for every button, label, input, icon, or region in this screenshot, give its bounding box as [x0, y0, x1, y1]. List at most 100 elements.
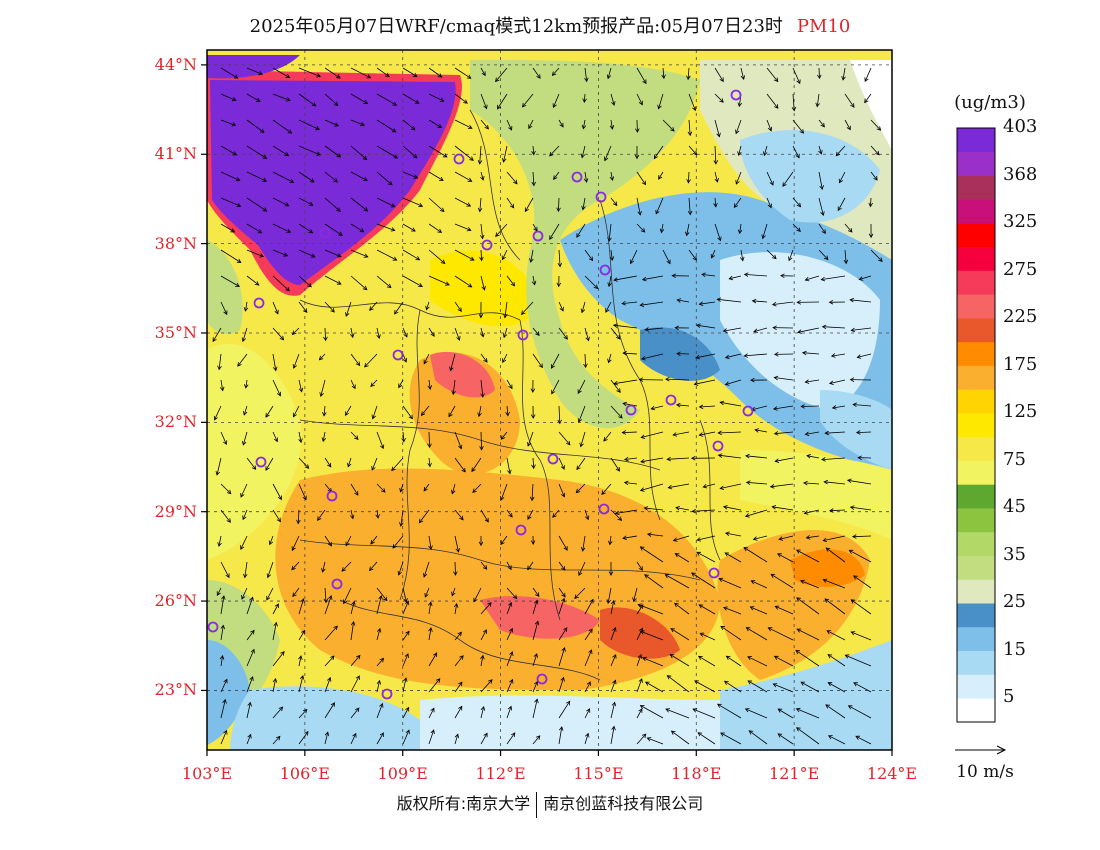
- wind-vector-head: [549, 235, 554, 241]
- wind-vector: [428, 431, 430, 448]
- wind-vector-head: [641, 276, 647, 282]
- wind-vector: [576, 223, 586, 238]
- wind-vector-head: [796, 79, 801, 85]
- wind-vector-head: [646, 532, 652, 537]
- wind-vector: [272, 93, 291, 101]
- wind-vector: [376, 197, 395, 208]
- wind-vector-head: [336, 153, 342, 158]
- wind-vector: [265, 405, 274, 418]
- wind-vector-head: [403, 598, 408, 603]
- wind-vector: [584, 681, 591, 693]
- wind-vector-head: [430, 729, 435, 735]
- station-marker: [708, 567, 720, 579]
- wind-vector-head: [236, 202, 242, 208]
- wind-vector: [272, 197, 289, 207]
- wind-vector-head: [363, 207, 369, 212]
- wind-vector: [775, 605, 794, 615]
- station-marker: [742, 405, 754, 417]
- station-marker: [532, 230, 544, 242]
- wind-vector-head: [744, 513, 750, 518]
- wind-vector-head: [674, 325, 679, 331]
- green-belt-north: [470, 60, 700, 429]
- wind-vector-head: [575, 488, 581, 494]
- wind-vector-head: [701, 272, 706, 278]
- wind-vector-head: [622, 401, 628, 407]
- wind-vector: [695, 353, 716, 359]
- wind-vector-head: [690, 456, 696, 461]
- wind-vector: [558, 535, 568, 551]
- wind-vector: [506, 651, 513, 667]
- wind-vector: [558, 431, 571, 446]
- wind-vector-head: [639, 546, 645, 551]
- wind-vector: [506, 509, 513, 518]
- wind-vector: [298, 731, 309, 745]
- wind-vector: [220, 379, 224, 391]
- wind-vector-head: [262, 207, 268, 212]
- wind-vector: [691, 572, 716, 589]
- wind-vector-head: [772, 406, 778, 411]
- wind-vector: [673, 535, 690, 541]
- wind-vector: [272, 379, 281, 396]
- legend-label: 175: [1003, 353, 1038, 375]
- station-marker: [381, 688, 393, 700]
- wind-vector-head: [392, 101, 398, 106]
- wind-vector-head: [217, 542, 222, 547]
- wind-vector-head: [530, 540, 536, 545]
- wind-vector-head: [773, 352, 779, 357]
- wind-vector: [673, 431, 690, 436]
- latitude-label: 23°N: [154, 680, 197, 700]
- wind-vector-head: [848, 549, 854, 554]
- wind-vector: [692, 509, 716, 512]
- wind-vector-head: [278, 706, 284, 712]
- wind-vector-head: [622, 351, 627, 356]
- legend-swatch: [957, 484, 995, 509]
- wind-vector: [641, 353, 664, 360]
- wind-vector: [558, 119, 564, 128]
- wind-vector-head: [690, 572, 696, 577]
- wind-vector: [610, 327, 621, 340]
- wind-vector: [402, 631, 410, 641]
- wind-vector-head: [303, 308, 308, 313]
- wind-vector-head: [666, 675, 672, 680]
- wind-vector-head: [750, 377, 755, 383]
- wind-vector: [740, 249, 744, 261]
- wind-vector-head: [827, 682, 833, 687]
- wind-vector: [246, 197, 267, 212]
- wind-vector: [645, 327, 664, 331]
- wind-vector: [298, 171, 315, 183]
- legend-label: 403: [1003, 116, 1038, 137]
- wind-vector-field: [212, 67, 883, 745]
- wind-vector: [451, 483, 456, 494]
- wind-vector-head: [821, 457, 826, 462]
- wind-vector: [297, 509, 300, 524]
- wind-vector: [400, 483, 404, 492]
- wind-vector-head: [608, 571, 614, 577]
- wind-vector: [724, 552, 742, 563]
- wind-vector: [532, 353, 543, 368]
- wind-vector-head: [249, 676, 254, 681]
- wind-vector: [725, 379, 742, 385]
- wind-vector-head: [415, 256, 421, 261]
- wind-vector-head: [259, 253, 264, 258]
- wind-vector: [298, 709, 308, 719]
- wind-vector: [220, 301, 228, 315]
- wind-vector-head: [612, 653, 617, 659]
- wind-vector-head: [637, 654, 642, 659]
- wind-vector: [640, 457, 664, 463]
- wind-vector: [610, 93, 615, 106]
- wind-vector: [636, 561, 643, 571]
- northeast-white: [850, 60, 892, 150]
- wind-vector-head: [319, 392, 324, 397]
- legend-swatch: [957, 223, 995, 248]
- wind-vector: [267, 561, 274, 578]
- wind-vector: [272, 301, 279, 314]
- wind-vector-head: [451, 489, 456, 495]
- wind-vector: [319, 353, 326, 361]
- wind-vector-head: [304, 464, 310, 469]
- wind-vector: [454, 275, 472, 288]
- wind-vector: [402, 353, 407, 363]
- wind-vector-head: [612, 323, 618, 328]
- wind-vector-head: [265, 466, 270, 471]
- wind-vector: [714, 119, 720, 137]
- wind-vector-head: [423, 486, 428, 492]
